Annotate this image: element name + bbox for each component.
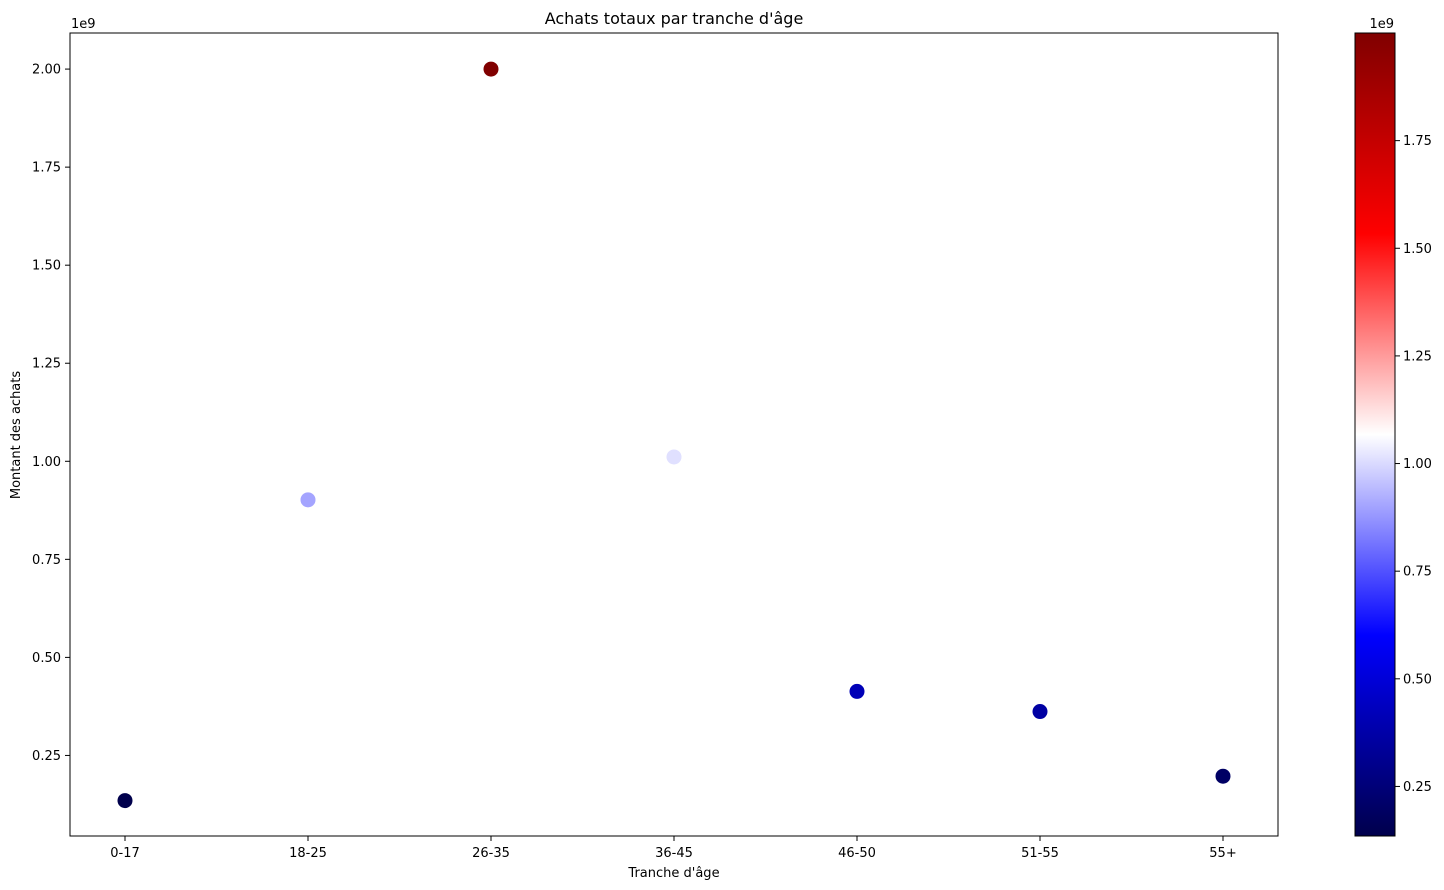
chart-title: Achats totaux par tranche d'âge: [545, 9, 804, 28]
colorbar-tick-label: 1.00: [1403, 457, 1432, 472]
y-tick-label: 1.00: [32, 455, 61, 470]
colorbar-tick-label: 1.75: [1403, 134, 1432, 149]
x-tick-label: 18-25: [289, 846, 327, 861]
data-point: [300, 492, 316, 508]
y-axis-label: Montant des achats: [9, 371, 24, 500]
y-tick-label: 1.75: [32, 161, 61, 176]
y-tick-label: 0.75: [32, 553, 61, 568]
y-tick-label: 0.50: [32, 651, 61, 666]
y-tick-label: 2.00: [32, 63, 61, 78]
data-point: [1215, 768, 1231, 784]
colorbar-tick-label: 1.25: [1403, 349, 1432, 364]
colorbar-tick-label: 1.50: [1403, 242, 1432, 257]
plot-frame: [69, 32, 1279, 837]
x-axis-ticks: 0-17 18-25 26-35 36-45 46-50 51-55 55+: [110, 836, 1237, 861]
colorbar: [1354, 32, 1396, 837]
data-point: [666, 449, 682, 465]
data-point: [483, 61, 499, 77]
colorbar-tick-label: 0.75: [1403, 565, 1432, 580]
x-tick-label: 51-55: [1021, 846, 1059, 861]
data-points: [117, 61, 1231, 809]
x-axis-label: Tranche d'âge: [627, 866, 719, 881]
y-tick-label: 1.50: [32, 259, 61, 274]
colorbar-offset-label: 1e9: [1369, 17, 1394, 32]
y-axis-ticks: 0.25 0.50 0.75 1.00 1.25 1.50 1.75 2.00: [32, 63, 70, 764]
data-point: [117, 793, 133, 809]
colorbar-tick-label: 0.25: [1403, 780, 1432, 795]
y-tick-label: 1.25: [32, 357, 61, 372]
y-tick-label: 0.25: [32, 749, 61, 764]
x-tick-label: 36-45: [655, 846, 693, 861]
data-point: [1032, 704, 1048, 720]
colorbar-ticks: 0.25 0.50 0.75 1.00 1.25 1.50 1.75: [1395, 134, 1432, 795]
y-offset-label: 1e9: [71, 17, 96, 32]
data-point: [849, 683, 865, 699]
x-tick-label: 46-50: [838, 846, 876, 861]
x-tick-label: 55+: [1209, 846, 1236, 861]
x-tick-label: 26-35: [472, 846, 510, 861]
colorbar-tick-label: 0.50: [1403, 672, 1432, 687]
x-tick-label: 0-17: [110, 846, 140, 861]
